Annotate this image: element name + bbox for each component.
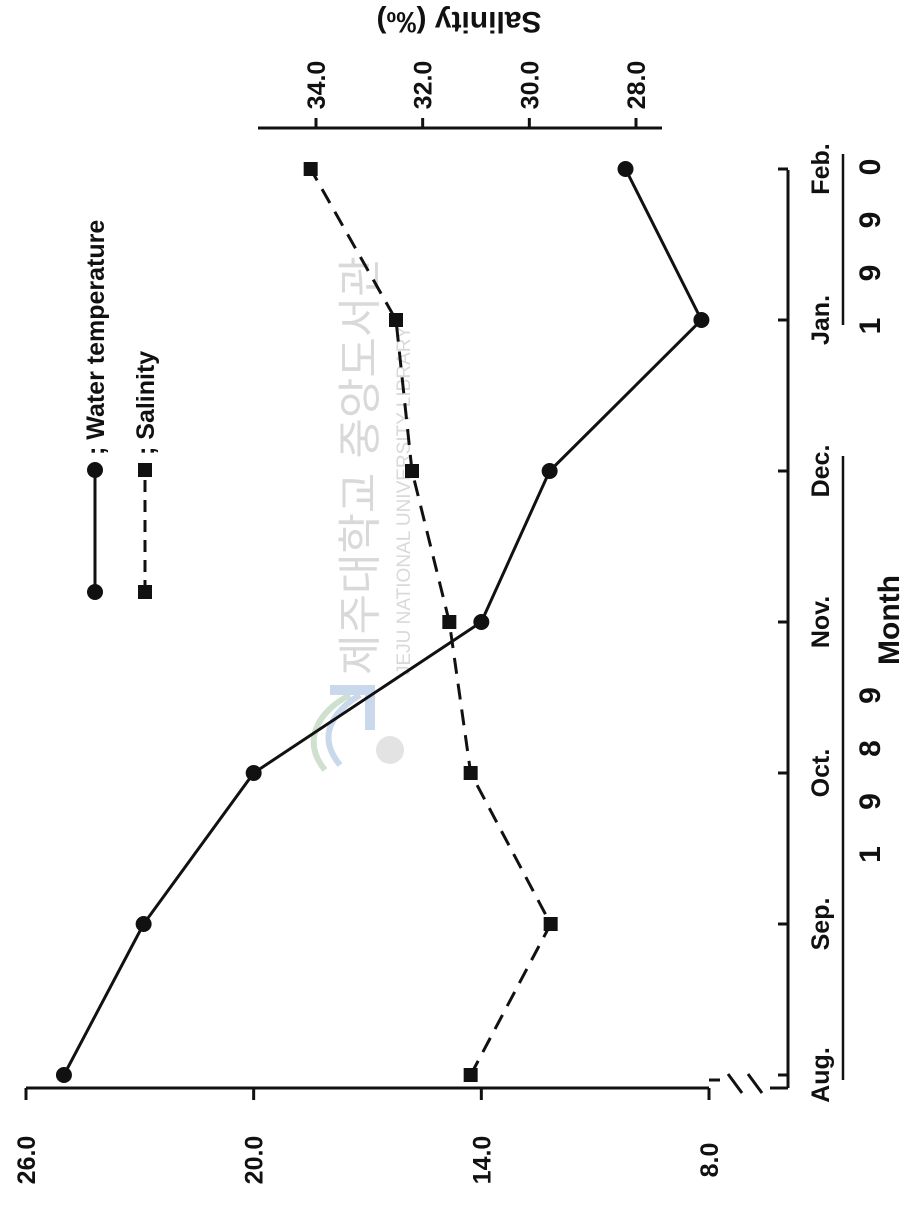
salinity-point	[405, 464, 419, 478]
legend-label: ; Salinity	[132, 351, 160, 455]
right-axis-tick-label: 30.0	[516, 61, 544, 110]
salinity-point	[442, 615, 457, 629]
salinity-point	[463, 766, 478, 780]
water-temperature-point	[541, 463, 558, 479]
salinity-point	[389, 313, 403, 327]
water-temperature-point	[473, 614, 490, 630]
legend-marker	[138, 463, 152, 477]
left-axis-tick-label: 14.0	[468, 1136, 496, 1185]
legend-marker	[138, 585, 152, 599]
axis-break-mark	[746, 1073, 764, 1094]
month-tick-label: Oct.	[807, 749, 835, 798]
left-axis-tick-label: 20.0	[241, 1136, 269, 1185]
watermark: 제주대학교 중앙도서관 JEJU NATIONAL UNIVERSITY LIB…	[310, 256, 415, 772]
month-tick-label: Jan.	[807, 295, 835, 345]
legend-marker	[87, 462, 103, 478]
left-axis-tick-label: 26.0	[13, 1136, 41, 1185]
water-temperature-point	[245, 765, 262, 781]
salinity-point	[543, 917, 558, 931]
right-axis-title: Salinity (‰)	[376, 5, 541, 38]
month-tick-label: Aug.	[807, 1047, 835, 1103]
x-axis-title: Month	[873, 575, 906, 665]
month-tick-label: Dec.	[807, 445, 835, 498]
right-axis-tick-label: 34.0	[303, 61, 331, 110]
water-temperature-point	[617, 161, 634, 177]
left-axis-tick-label: 8.0	[696, 1143, 724, 1178]
legend-marker	[87, 584, 103, 600]
month-tick-label: Nov.	[807, 596, 835, 648]
watermark-english: JEJU NATIONAL UNIVERSITY LIBRARY	[394, 326, 415, 675]
water-temperature-point	[55, 1067, 72, 1083]
month-tick-label: Feb.	[807, 143, 835, 194]
water-temperature-point	[693, 312, 710, 328]
watermark-korean: 제주대학교 중앙도서관	[335, 256, 386, 675]
right-axis-tick-label: 32.0	[410, 61, 438, 110]
salinity-point	[303, 162, 318, 176]
watermark-logo	[310, 685, 404, 772]
year-group-label: 1 9 8 9	[854, 673, 887, 863]
legend-label: ; Water temperature	[82, 220, 110, 455]
axis-break-mark	[726, 1073, 744, 1094]
plot-area: 26.0 20.0 14.0 8.0 34.0 32.0 30.0 28.0 Aug. Sep. O…	[13, 5, 906, 1185]
year-group-label: 1 9 9 0	[854, 145, 887, 335]
water-temperature-point	[135, 916, 152, 932]
salinity-point	[463, 1068, 478, 1082]
right-axis-tick-label: 28.0	[623, 61, 651, 110]
month-tick-label: Sep.	[807, 898, 835, 951]
